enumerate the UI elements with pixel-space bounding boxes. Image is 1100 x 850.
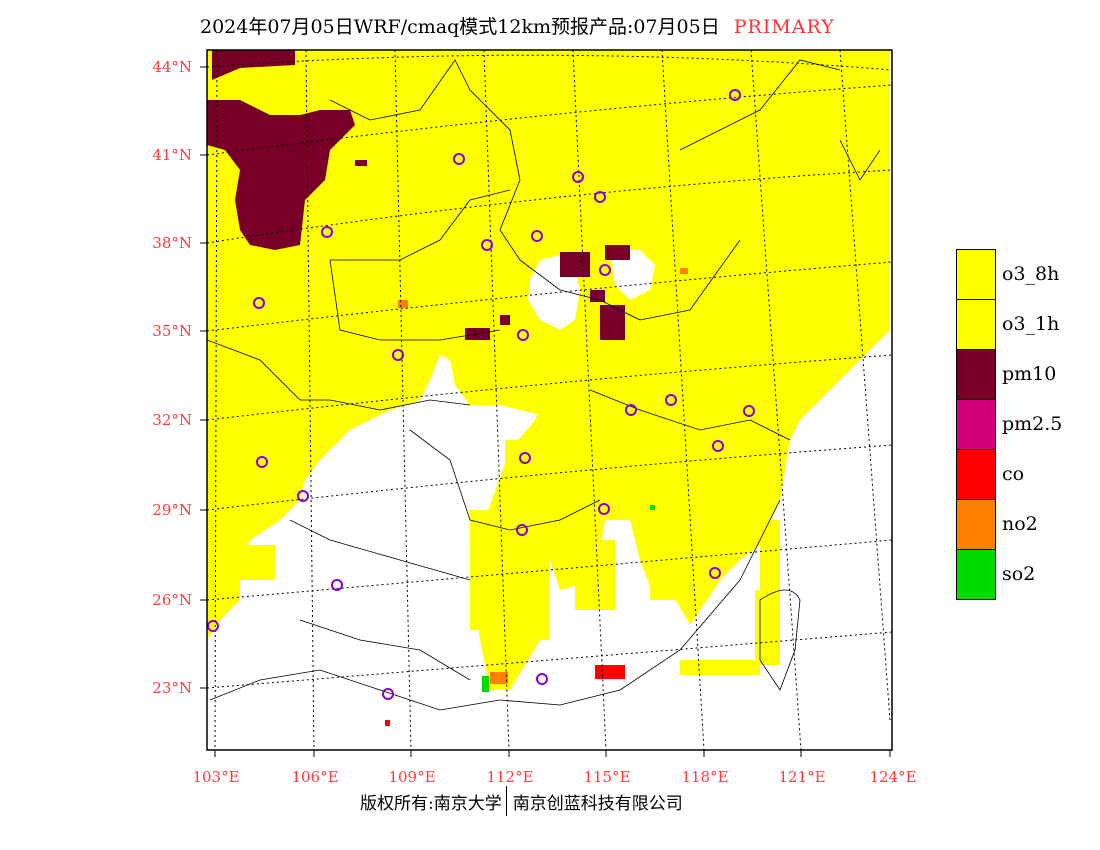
title-tag: PRIMARY — [733, 16, 835, 38]
lat-label-32: 32°N — [152, 411, 192, 429]
footer-left: 版权所有:南京大学 — [360, 794, 502, 814]
legend-label: o3_1h — [1002, 313, 1060, 335]
legend-swatch — [956, 499, 996, 550]
lat-label-44: 44°N — [152, 58, 192, 76]
legend-label: no2 — [1002, 513, 1038, 535]
legend-item-co: co — [956, 449, 1086, 500]
legend-item-no2: no2 — [956, 499, 1086, 550]
copyright-footer: 版权所有:南京大学 南京创蓝科技有限公司 — [360, 785, 683, 820]
map-title: 2024年07月05日WRF/cmaq模式12km预报产品:07月05日 PRIM… — [200, 12, 835, 39]
boundaries — [207, 59, 881, 711]
legend-swatch — [956, 299, 996, 350]
lon-label-109: 109°E — [388, 768, 435, 786]
legend-label: co — [1002, 463, 1025, 485]
title-main: 2024年07月05日WRF/cmaq模式12km预报产品:07月05日 — [200, 16, 720, 38]
map-field — [207, 50, 892, 750]
lat-label-29: 29°N — [152, 501, 192, 519]
footer-separator — [505, 785, 507, 816]
legend-swatch — [956, 549, 996, 600]
legend-label: o3_8h — [1002, 263, 1060, 285]
lon-label-115: 115°E — [583, 768, 630, 786]
legend-item-o3-1h: o3_1h — [956, 299, 1086, 350]
legend-swatch — [956, 399, 996, 450]
lon-label-121: 121°E — [778, 768, 825, 786]
lon-label-106: 106°E — [291, 768, 338, 786]
legend-label: so2 — [1002, 563, 1036, 585]
lat-label-35: 35°N — [152, 322, 192, 340]
legend-item-pm25: pm2.5 — [956, 399, 1086, 450]
lon-label-124: 124°E — [869, 768, 916, 786]
legend-swatch — [956, 449, 996, 500]
graticule — [207, 50, 892, 750]
lat-label-23: 23°N — [152, 679, 192, 697]
legend-label: pm2.5 — [1002, 413, 1063, 435]
lon-label-103: 103°E — [192, 768, 239, 786]
city-markers — [207, 89, 755, 700]
map-frame — [206, 49, 893, 751]
pm10-region — [207, 100, 355, 250]
lon-label-118: 118°E — [681, 768, 728, 786]
legend-swatch — [956, 349, 996, 400]
legend-label: pm10 — [1002, 363, 1057, 385]
legend-swatch — [956, 249, 996, 300]
lon-label-112: 112°E — [486, 768, 533, 786]
legend: o3_8h o3_1h pm10 pm2.5 co no2 so2 — [956, 249, 1086, 600]
lat-label-38: 38°N — [152, 234, 192, 252]
legend-item-pm10: pm10 — [956, 349, 1086, 400]
footer-right: 南京创蓝科技有限公司 — [512, 794, 683, 814]
legend-item-o3-8h: o3_8h — [956, 249, 1086, 300]
o3-region — [207, 50, 890, 690]
lat-label-41: 41°N — [152, 146, 192, 164]
legend-item-so2: so2 — [956, 549, 1086, 600]
lat-label-26: 26°N — [152, 591, 192, 609]
